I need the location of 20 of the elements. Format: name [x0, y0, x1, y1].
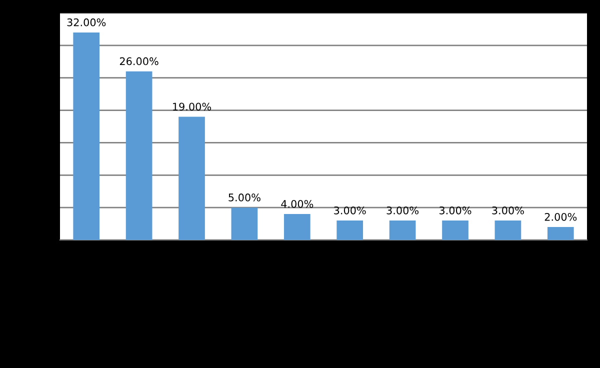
bar [178, 116, 205, 240]
data-label: 2.00% [544, 212, 577, 221]
bar [73, 32, 100, 240]
data-label: 4.00% [281, 200, 314, 208]
bar [231, 208, 258, 240]
bar [389, 220, 416, 240]
data-label: 3.00% [492, 206, 524, 214]
data-label: 19.00% [173, 102, 212, 111]
bar [442, 220, 468, 240]
bar [494, 220, 522, 240]
data-label: 3.00% [440, 206, 472, 214]
data-label: 3.00% [334, 206, 366, 214]
bar [284, 214, 310, 240]
data-label: 3.00% [386, 206, 419, 214]
data-label: 26.00% [120, 57, 158, 66]
data-label: 5.00% [228, 194, 260, 202]
bar [126, 71, 152, 240]
bar [336, 220, 364, 240]
data-label: 32.00% [67, 18, 106, 26]
bar [547, 227, 574, 240]
